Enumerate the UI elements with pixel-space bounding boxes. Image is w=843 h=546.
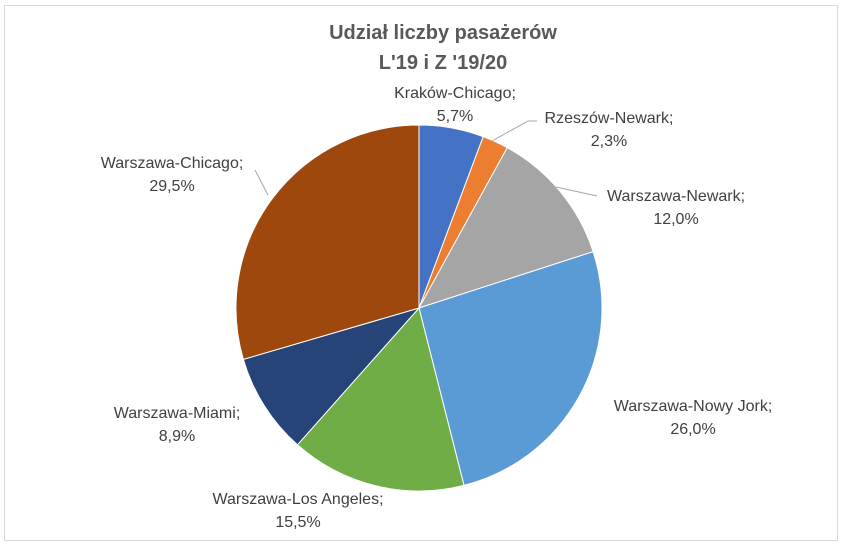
slice-warszawa-nowy-jork xyxy=(418,251,603,486)
data-label-value: 2,3% xyxy=(591,133,627,150)
data-label-name: Warszawa-Miami; xyxy=(114,405,241,422)
leader-line-warszawa-chicago xyxy=(254,169,269,196)
leader-line-rzeszow-newark xyxy=(491,120,537,142)
data-label-name: Warszawa-Los Angeles; xyxy=(212,491,383,508)
data-label-value: 29,5% xyxy=(149,178,194,195)
data-label-value: 8,9% xyxy=(159,428,195,445)
chart-title-line-2: L'19 i Z '19/20 xyxy=(379,52,507,74)
chart-title-line-1: Udział liczby pasażerów xyxy=(329,22,557,44)
leader-line-warszawa-newark xyxy=(555,186,598,197)
data-label-krakow-chicago: Kraków-Chicago; 5,7% xyxy=(394,85,516,125)
data-label-value: 26,0% xyxy=(670,421,715,438)
data-label-name: Warszawa-Newark; xyxy=(607,188,745,205)
slice-warszawa-chicago xyxy=(235,124,420,361)
data-label-value: 12,0% xyxy=(653,211,698,228)
data-label-name: Warszawa-Nowy Jork; xyxy=(614,398,773,415)
data-label-name: Kraków-Chicago; xyxy=(394,85,516,102)
data-label-warszawa-newark: Warszawa-Newark; 12,0% xyxy=(607,188,745,228)
slice-warszawa-miami xyxy=(242,307,421,446)
data-label-rzeszow-newark: Rzeszów-Newark; 2,3% xyxy=(545,110,674,150)
data-label-value: 15,5% xyxy=(275,514,320,531)
data-label-warszawa-nowy-jork: Warszawa-Nowy Jork; 26,0% xyxy=(614,398,773,438)
data-label-warszawa-miami: Warszawa-Miami; 8,9% xyxy=(114,405,241,445)
data-label-name: Rzeszów-Newark; xyxy=(545,110,674,127)
data-label-warszawa-chicago: Warszawa-Chicago; 29,5% xyxy=(101,155,244,195)
slice-warszawa-los-angeles xyxy=(296,306,465,492)
data-label-value: 5,7% xyxy=(437,108,473,125)
data-label-name: Warszawa-Chicago; xyxy=(101,155,244,172)
slice-warszawa-newark xyxy=(417,147,594,309)
data-label-warszawa-los-angeles: Warszawa-Los Angeles; 15,5% xyxy=(212,491,383,531)
